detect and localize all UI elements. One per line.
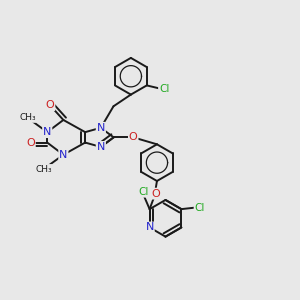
Text: N: N xyxy=(97,123,105,133)
Text: O: O xyxy=(46,100,55,110)
Text: O: O xyxy=(26,138,35,148)
Text: Cl: Cl xyxy=(194,202,205,212)
Text: N: N xyxy=(97,142,105,152)
Text: CH₃: CH₃ xyxy=(35,165,52,174)
Text: Cl: Cl xyxy=(159,84,169,94)
Text: O: O xyxy=(129,132,138,142)
Text: CH₃: CH₃ xyxy=(19,113,36,122)
Text: N: N xyxy=(146,223,154,232)
Text: N: N xyxy=(43,127,51,137)
Text: O: O xyxy=(151,189,160,199)
Text: Cl: Cl xyxy=(139,187,149,197)
Text: N: N xyxy=(59,150,68,160)
